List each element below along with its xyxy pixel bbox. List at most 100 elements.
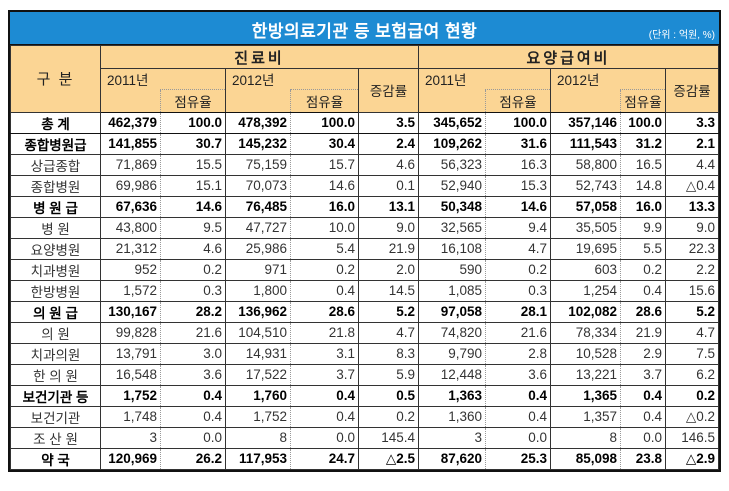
cell-expense-2011: 16,548: [100, 363, 161, 386]
row-label: 한방병원: [10, 279, 101, 302]
cell-benefit-2012: 10,528: [550, 342, 621, 365]
table-row: 의 원 99,828 21.6 104,510 21.8 4.7 74,820 21.6 78,…: [10, 321, 719, 344]
header-spacer: [550, 89, 621, 113]
cell-benefit-share-2011: 14.6: [485, 195, 551, 218]
cell-benefit-share-2011: 31.6: [485, 132, 551, 155]
header-2011-expense: 2011년: [100, 68, 161, 89]
cell-share-2011: 9.5: [160, 216, 226, 239]
header-category: 구 분: [10, 45, 101, 113]
header-share: 점유율: [485, 89, 551, 113]
cell-share-2011: 14.6: [160, 195, 226, 218]
cell-expense-2012: 75,159: [225, 153, 291, 176]
cell-benefit-2011: 345,652: [418, 111, 486, 134]
table-row: 병 원 43,800 9.5 47,727 10.0 9.0 32,565 9.4 35,505…: [10, 216, 719, 239]
cell-share-2012: 24.7: [290, 447, 359, 470]
table-row: 병 원 급 67,636 14.6 76,485 16.0 13.1 50,348 14.6 5…: [10, 195, 719, 218]
cell-growth-benefit: 4.4: [665, 153, 719, 176]
header-share: 점유율: [160, 89, 226, 113]
cell-growth-expense: 0.2: [358, 405, 419, 428]
cell-benefit-share-2011: 2.8: [485, 342, 551, 365]
cell-benefit-2011: 56,323: [418, 153, 486, 176]
cell-benefit-share-2011: 21.6: [485, 321, 551, 344]
cell-growth-benefit: △0.2: [665, 405, 719, 428]
cell-benefit-share-2011: 15.3: [485, 174, 551, 197]
header-2012-benefit: 2012년: [550, 68, 621, 89]
cell-growth-expense: 5.2: [358, 300, 419, 323]
cell-share-2012: 3.7: [290, 363, 359, 386]
cell-expense-2012: 136,962: [225, 300, 291, 323]
cell-benefit-share-2012: 2.9: [620, 342, 666, 365]
cell-expense-2012: 104,510: [225, 321, 291, 344]
cell-benefit-share-2011: 0.2: [485, 258, 551, 281]
cell-share-2012: 28.6: [290, 300, 359, 323]
cell-benefit-2011: 3: [418, 426, 486, 449]
cell-benefit-2012: 1,357: [550, 405, 621, 428]
cell-growth-benefit: 2.1: [665, 132, 719, 155]
cell-growth-expense: 14.5: [358, 279, 419, 302]
cell-expense-2012: 145,232: [225, 132, 291, 155]
cell-share-2012: 10.0: [290, 216, 359, 239]
cell-expense-2011: 21,312: [100, 237, 161, 260]
cell-expense-2012: 25,986: [225, 237, 291, 260]
cell-benefit-2012: 78,334: [550, 321, 621, 344]
cell-growth-expense: 2.4: [358, 132, 419, 155]
cell-share-2012: 21.8: [290, 321, 359, 344]
header-2012-expense: 2012년: [225, 68, 291, 89]
cell-share-2011: 0.0: [160, 426, 226, 449]
cell-benefit-2011: 50,348: [418, 195, 486, 218]
cell-benefit-share-2011: 28.1: [485, 300, 551, 323]
cell-benefit-2011: 32,565: [418, 216, 486, 239]
cell-share-2012: 0.4: [290, 405, 359, 428]
cell-growth-expense: 4.6: [358, 153, 419, 176]
table-row: 종합병원 69,986 15.1 70,073 14.6 0.1 52,940 15.3 52,…: [10, 174, 719, 197]
cell-benefit-2011: 52,940: [418, 174, 486, 197]
table-title: 한방의료기관 등 보험급여 현황: [251, 22, 478, 41]
row-label: 보건기관 등: [10, 384, 101, 407]
cell-share-2011: 21.6: [160, 321, 226, 344]
cell-benefit-share-2011: 9.4: [485, 216, 551, 239]
cell-expense-2011: 1,572: [100, 279, 161, 302]
cell-share-2011: 30.7: [160, 132, 226, 155]
cell-benefit-2012: 35,505: [550, 216, 621, 239]
cell-benefit-2012: 357,146: [550, 111, 621, 134]
cell-expense-2011: 67,636: [100, 195, 161, 218]
cell-growth-expense: 4.7: [358, 321, 419, 344]
cell-benefit-2012: 85,098: [550, 447, 621, 470]
cell-benefit-2011: 74,820: [418, 321, 486, 344]
cell-share-2012: 0.4: [290, 384, 359, 407]
table-row: 치과병원 952 0.2 971 0.2 2.0 590 0.2 603 0.2 2.2: [10, 258, 719, 281]
cell-share-2011: 15.1: [160, 174, 226, 197]
cell-benefit-2011: 1,363: [418, 384, 486, 407]
cell-benefit-share-2012: 100.0: [620, 111, 666, 134]
cell-expense-2011: 1,752: [100, 384, 161, 407]
row-label: 의 원 급: [10, 300, 101, 323]
header-benefit-expense: 요양급여비: [418, 45, 719, 69]
cell-growth-benefit: 4.7: [665, 321, 719, 344]
cell-growth-expense: 3.5: [358, 111, 419, 134]
cell-expense-2011: 462,379: [100, 111, 161, 134]
table-row: 약 국 120,969 26.2 117,953 24.7 △2.5 87,620 25.3 8…: [10, 447, 719, 470]
cell-benefit-2012: 52,743: [550, 174, 621, 197]
row-label: 조 산 원: [10, 426, 101, 449]
table-row: 치과의원 13,791 3.0 14,931 3.1 8.3 9,790 2.8 10,528 2…: [10, 342, 719, 365]
cell-growth-expense: 8.3: [358, 342, 419, 365]
cell-growth-expense: 145.4: [358, 426, 419, 449]
cell-benefit-2011: 87,620: [418, 447, 486, 470]
cell-share-2011: 26.2: [160, 447, 226, 470]
cell-expense-2012: 1,752: [225, 405, 291, 428]
cell-share-2012: 3.1: [290, 342, 359, 365]
cell-benefit-share-2012: 23.8: [620, 447, 666, 470]
cell-benefit-share-2012: 16.5: [620, 153, 666, 176]
table-row: 종합병원급 141,855 30.7 145,232 30.4 2.4 109,262 31.…: [10, 132, 719, 155]
row-label: 치과병원: [10, 258, 101, 281]
benefit-table: 구 분 진료비 요양급여비 2011년 2012년 증감률 2011년 2012…: [10, 45, 719, 470]
cell-expense-2011: 952: [100, 258, 161, 281]
title-bar: 한방의료기관 등 보험급여 현황 (단위 : 억원, %): [10, 12, 719, 45]
row-label: 종합병원급: [10, 132, 101, 155]
cell-benefit-share-2011: 100.0: [485, 111, 551, 134]
cell-benefit-share-2012: 31.2: [620, 132, 666, 155]
cell-growth-benefit: 146.5: [665, 426, 719, 449]
cell-growth-benefit: 9.0: [665, 216, 719, 239]
cell-expense-2012: 70,073: [225, 174, 291, 197]
table-body: 총 계 462,379 100.0 478,392 100.0 3.5 345,652 100…: [10, 111, 719, 470]
